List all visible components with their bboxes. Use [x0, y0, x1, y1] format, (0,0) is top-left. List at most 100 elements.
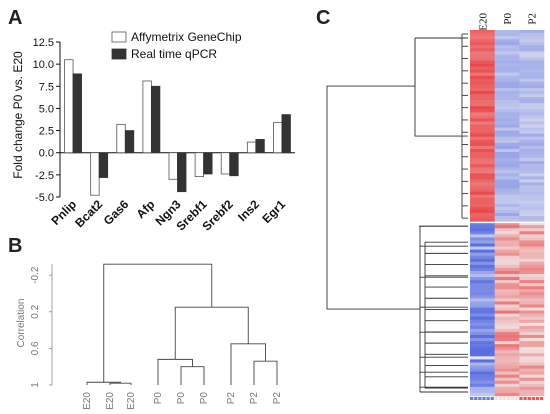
- heatmap-cell: [494, 200, 520, 205]
- heatmap-cell: [470, 356, 495, 360]
- heatmap-cell: [494, 63, 520, 67]
- heatmap-cell: [470, 237, 495, 241]
- leaf-label-e20: E20: [126, 392, 137, 410]
- heatmap-cell: [519, 161, 545, 165]
- heatmap-cell: [494, 298, 520, 302]
- heatmap-cell: [470, 197, 495, 202]
- heatmap-cell: [470, 322, 495, 327]
- heatmap-cell: [519, 145, 545, 150]
- heatmap-cell: [470, 286, 495, 290]
- heatmap-cell: [494, 368, 520, 372]
- x-tick-label-bcat2: Bcat2: [72, 197, 105, 230]
- heatmap-cell: [494, 392, 520, 397]
- heatmap-cell: [494, 66, 520, 70]
- heatmap-cell: [494, 179, 520, 183]
- heatmap-cell: [494, 127, 520, 131]
- heatmap-cell: [519, 280, 545, 284]
- heatmap-cell: [494, 325, 520, 330]
- heatmap-cell: [519, 295, 545, 299]
- heatmap-cell: [494, 350, 520, 354]
- heatmap-cell: [494, 182, 520, 186]
- heatmap-cell: [470, 200, 495, 205]
- heatmap-cell: [519, 148, 545, 153]
- heatmap-cell: [519, 45, 545, 49]
- heatmap-cell: [470, 243, 495, 247]
- heatmap-cell: [494, 371, 520, 375]
- heatmap-cell: [519, 179, 545, 183]
- bar-srebf2-qpcr: [229, 152, 239, 177]
- heatmap-cell: [494, 30, 520, 34]
- heatmap-cell: [494, 78, 520, 83]
- heatmap-cell: [494, 118, 520, 122]
- heatmap-cell: [494, 319, 520, 324]
- heatmap-cell: [519, 392, 545, 397]
- heatmap-cell: [470, 298, 495, 302]
- panel-label-c: C: [316, 7, 330, 29]
- heatmap-cell: [519, 75, 545, 80]
- heatmap-cell: [494, 365, 520, 369]
- heatmap-cell: [519, 264, 545, 269]
- heatmap-cell: [470, 170, 495, 174]
- heatmap-column-label-e20: E20: [477, 13, 489, 31]
- heatmap-cell: [494, 148, 520, 153]
- row-dendrogram-link: [326, 85, 420, 310]
- heatmap-cell: [519, 142, 545, 147]
- heatmap-cell: [519, 155, 545, 159]
- heatmap-cell: [519, 246, 545, 250]
- heatmap-cell: [494, 213, 520, 217]
- heatmap-cell: [494, 252, 520, 256]
- heatmap-cell: [494, 228, 520, 232]
- heatmap-cell: [494, 307, 520, 311]
- heatmap-cell: [470, 289, 495, 293]
- heatmap-cell: [519, 42, 545, 46]
- heatmap-cell: [494, 216, 520, 220]
- heatmap-cell: [494, 255, 520, 260]
- panel-label-a: A: [8, 7, 22, 29]
- heatmap-cell: [494, 121, 520, 125]
- heatmap-cell: [494, 206, 520, 211]
- heatmap-cell: [519, 36, 545, 40]
- heatmap-cell: [519, 219, 545, 223]
- heatmap-cell: [519, 222, 545, 226]
- heatmap-cell: [519, 33, 545, 37]
- legend-label-qpcr: Real time qPCR: [131, 47, 217, 61]
- heatmap-cell: [494, 377, 520, 382]
- heatmap-cell: [519, 63, 545, 67]
- dendrogram-link: [157, 358, 193, 385]
- heatmap-cell: [470, 109, 495, 113]
- bar-afp-qpcr: [150, 85, 161, 154]
- strip-cell: [478, 397, 482, 400]
- heatmap-cell: [470, 173, 495, 177]
- leaf-label-p2: P2: [272, 392, 283, 405]
- heatmap-cell: [519, 283, 545, 287]
- bar-chart-panel: -5.0-2.50.02.55.07.510.012.5 PnlipBcat2G…: [11, 30, 295, 234]
- heatmap-cell: [470, 136, 495, 141]
- heatmap-cell: [470, 161, 495, 165]
- heatmap-cell: [494, 304, 520, 308]
- heatmap-cell: [494, 36, 520, 40]
- bar-bcat2-affymetrix: [90, 152, 100, 196]
- heatmap-cell: [494, 225, 520, 229]
- heatmap-cell: [470, 374, 495, 378]
- heatmap-cell: [470, 331, 495, 336]
- heatmap-cell: [519, 188, 545, 192]
- strip-cell: [507, 397, 511, 400]
- heatmap-cell: [519, 103, 545, 107]
- heatmap-cell: [494, 81, 520, 86]
- legend: Affymetrix GeneChip Real time qPCR: [111, 30, 242, 61]
- heatmap-cell: [519, 72, 545, 77]
- heatmap-cell: [494, 103, 520, 107]
- heatmap-cell: [519, 341, 545, 345]
- heatmap-cell: [494, 51, 520, 55]
- heatmap-cell: [494, 374, 520, 378]
- heatmap-cell: [470, 347, 495, 351]
- heatmap-cell: [519, 371, 545, 375]
- heatmap-cell: [470, 222, 495, 226]
- heatmap-cell: [470, 84, 495, 89]
- strip-cell: [531, 397, 535, 400]
- correlation-tick-label: 0.6: [30, 341, 41, 355]
- heatmap-cell: [470, 78, 495, 83]
- heatmap-cell: [519, 194, 545, 199]
- heatmap-cell: [519, 389, 545, 394]
